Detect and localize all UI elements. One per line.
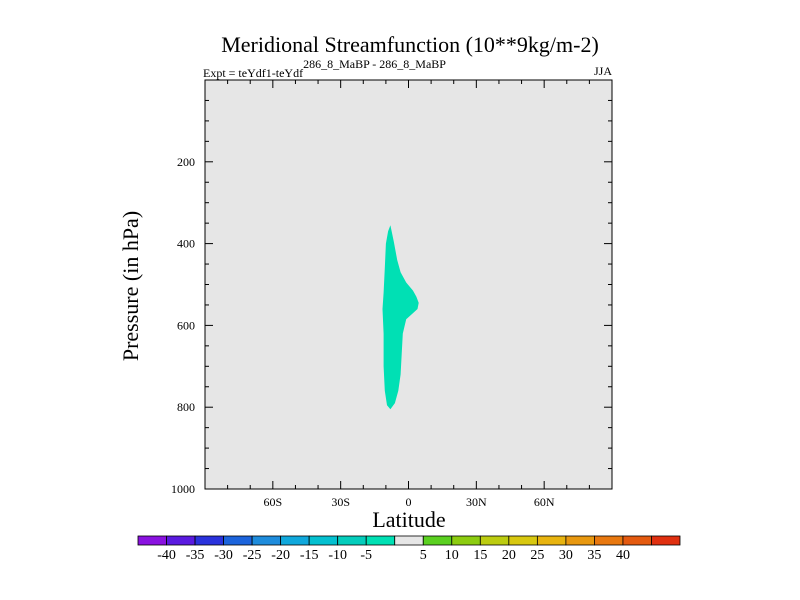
colorbar-swatch [337,535,367,546]
y-tick-label: 1000 [171,482,195,496]
colorbar-swatch [308,535,339,546]
contour-regions [382,225,419,410]
colorbar-label: 15 [473,548,487,563]
colorbar-swatch [536,535,567,546]
colorbar-swatch [365,535,396,546]
colorbar-label: -15 [300,548,319,563]
subtitle-season: JJA [594,64,612,78]
subtitle-left-superscript: 286_8_MaBP - 286_8_MaBP [303,57,446,71]
x-tick-label: 30N [466,495,487,509]
contour-region-0 [382,225,419,410]
colorbar-label: 10 [445,548,459,563]
colorbar-swatch [622,535,652,546]
colorbar-swatch [651,535,681,546]
subtitle-left-prefix: Expt = teYdf1-teYdf [203,66,303,80]
colorbar-swatch [194,535,224,546]
colorbar-label: -25 [243,548,262,563]
x-tick-label: 60N [534,495,555,509]
colorbar-label: -5 [360,548,372,563]
colorbar-swatch [565,535,595,546]
colorbar-label: 20 [502,548,516,563]
y-tick-label: 800 [177,400,195,414]
x-tick-label: 0 [406,495,412,509]
colorbar-label: -10 [328,548,347,563]
colorbar-swatch [451,535,481,546]
plot-background [205,80,612,489]
y-tick-label: 200 [177,155,195,169]
colorbar-swatch [422,535,453,546]
subtitle-left: Expt = teYdf1-teYdf286_8_MaBP - 286_8_Ma… [203,57,446,80]
colorbar-swatch [251,535,282,546]
colorbar-swatch [394,535,424,546]
y-tick-label: 400 [177,237,195,251]
colorbar-label: -35 [186,548,205,563]
y-tick-label: 600 [177,318,195,332]
colorbar-swatch [137,535,167,546]
colorbar-swatch [280,535,310,546]
x-axis-title: Latitude [372,507,445,532]
colorbar-label: 30 [559,548,573,563]
y-axis-title: Pressure (in hPa) [118,211,143,361]
axis-ticks: 60S 30S 0 30N 60N 200 400 600 800 1000 [171,80,612,509]
colorbar-label: -40 [157,548,176,563]
colorbar-label: 25 [530,548,544,563]
colorbar-swatch [594,535,624,546]
colorbar: -40 -35 -30 -25 -20 -15 -10 -5 5 10 15 20 25 30 35 40 [137,535,681,563]
colorbar-label: -20 [271,548,290,563]
colorbar-label: 40 [616,548,630,563]
chart-title: Meridional Streamfunction (10**9kg/m-2) [221,32,599,57]
colorbar-label: 5 [420,548,427,563]
colorbar-swatch [508,535,538,546]
colorbar-swatch [479,535,510,546]
colorbar-label: -30 [214,548,233,563]
colorbar-label: 35 [587,548,601,563]
x-tick-label: 60S [263,495,282,509]
colorbar-swatch [223,535,253,546]
colorbar-swatch [166,535,196,546]
x-tick-label: 30S [331,495,350,509]
